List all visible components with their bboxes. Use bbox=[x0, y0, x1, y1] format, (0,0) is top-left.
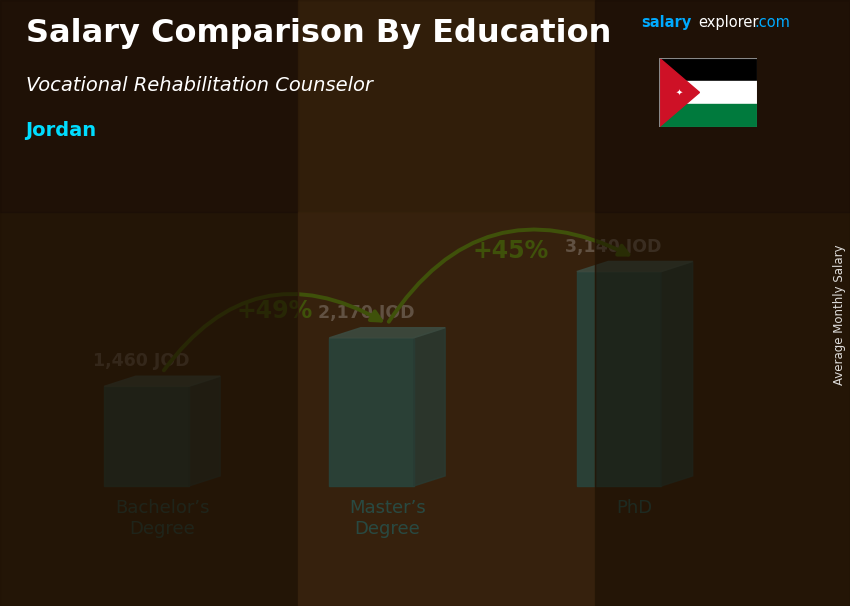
Text: salary: salary bbox=[642, 15, 692, 30]
Text: +49%: +49% bbox=[236, 299, 313, 322]
Bar bbox=[298, 212, 595, 606]
Bar bbox=[298, 0, 595, 212]
Bar bbox=[595, 0, 850, 212]
Bar bbox=[577, 271, 661, 486]
Bar bbox=[105, 387, 189, 486]
Polygon shape bbox=[329, 328, 445, 338]
Text: Salary Comparison By Education: Salary Comparison By Education bbox=[26, 18, 611, 49]
Bar bbox=[0, 212, 298, 606]
Text: Jordan: Jordan bbox=[26, 121, 97, 140]
Text: Bachelor’s
Degree: Bachelor’s Degree bbox=[115, 499, 209, 538]
Polygon shape bbox=[577, 261, 693, 271]
Bar bbox=[0, 0, 298, 212]
Bar bbox=[595, 212, 850, 606]
Text: .com: .com bbox=[755, 15, 790, 30]
Text: Vocational Rehabilitation Counselor: Vocational Rehabilitation Counselor bbox=[26, 76, 372, 95]
Text: 1,460 JOD: 1,460 JOD bbox=[93, 353, 189, 370]
Text: +45%: +45% bbox=[473, 239, 549, 263]
Text: 3,140 JOD: 3,140 JOD bbox=[565, 238, 661, 256]
Polygon shape bbox=[414, 328, 445, 486]
Text: Master’s
Degree: Master’s Degree bbox=[348, 499, 426, 538]
Bar bbox=[659, 81, 756, 104]
Text: Average Monthly Salary: Average Monthly Salary bbox=[833, 245, 846, 385]
Text: explorer: explorer bbox=[699, 15, 759, 30]
Bar bbox=[659, 104, 756, 127]
Polygon shape bbox=[659, 58, 700, 127]
Text: PhD: PhD bbox=[617, 499, 653, 517]
Text: ✦: ✦ bbox=[676, 88, 683, 97]
Bar bbox=[329, 338, 414, 486]
Polygon shape bbox=[189, 376, 220, 486]
Polygon shape bbox=[661, 261, 693, 486]
Polygon shape bbox=[105, 376, 220, 387]
Text: 2,170 JOD: 2,170 JOD bbox=[318, 304, 414, 322]
Bar bbox=[659, 58, 756, 81]
